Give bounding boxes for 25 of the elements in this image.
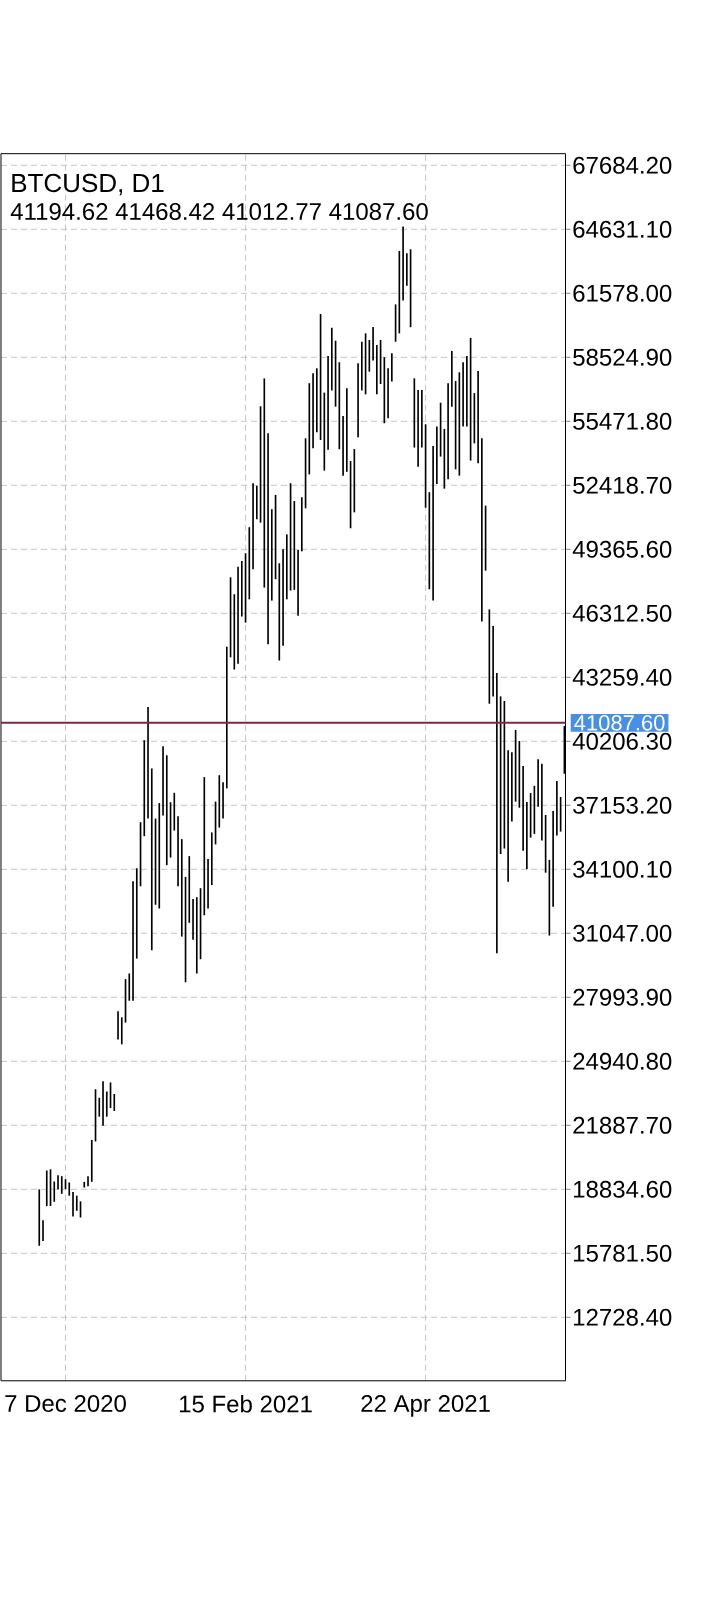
y-tick-label: 31047.00 xyxy=(573,924,672,942)
y-tick-label: 67684.20 xyxy=(573,156,672,174)
text: BTCUSD, D1 xyxy=(12,173,164,196)
y-tick-label: 15781.50 xyxy=(574,1244,672,1262)
ref-line-label: 41087.60 xyxy=(574,715,665,731)
x-tick-label: 7 Dec 2020 xyxy=(5,1394,126,1412)
x-tick-label: 22 Apr 2021 xyxy=(361,1394,490,1417)
y-tick-label: 40206.30 xyxy=(572,732,672,750)
y-tick-label: 61578.00 xyxy=(573,284,672,302)
y-tick-label: 21887.70 xyxy=(573,1116,672,1134)
y-tick-label: 64631.10 xyxy=(573,220,672,238)
y-tick-label: 49365.60 xyxy=(572,540,672,558)
y-tick-label: 55471.80 xyxy=(573,412,672,430)
y-tick-label: 46312.50 xyxy=(572,604,672,622)
y-tick-label: 34100.10 xyxy=(573,860,672,878)
text: 41194.62 41468.42 41012.77 41087.60 xyxy=(10,203,428,221)
y-tick-label: 12728.40 xyxy=(574,1308,672,1326)
y-tick-label: 37153.20 xyxy=(573,796,672,814)
y-tick-label: 58524.90 xyxy=(573,348,672,366)
y-tick-label: 27993.90 xyxy=(573,988,672,1006)
y-tick-label: 52418.70 xyxy=(573,476,672,494)
x-tick-label: 15 Feb 2021 xyxy=(179,1394,312,1413)
y-tick-label: 24940.80 xyxy=(573,1052,672,1070)
y-tick-label: 18834.60 xyxy=(574,1180,672,1198)
y-tick-label: 43259.40 xyxy=(572,668,672,686)
